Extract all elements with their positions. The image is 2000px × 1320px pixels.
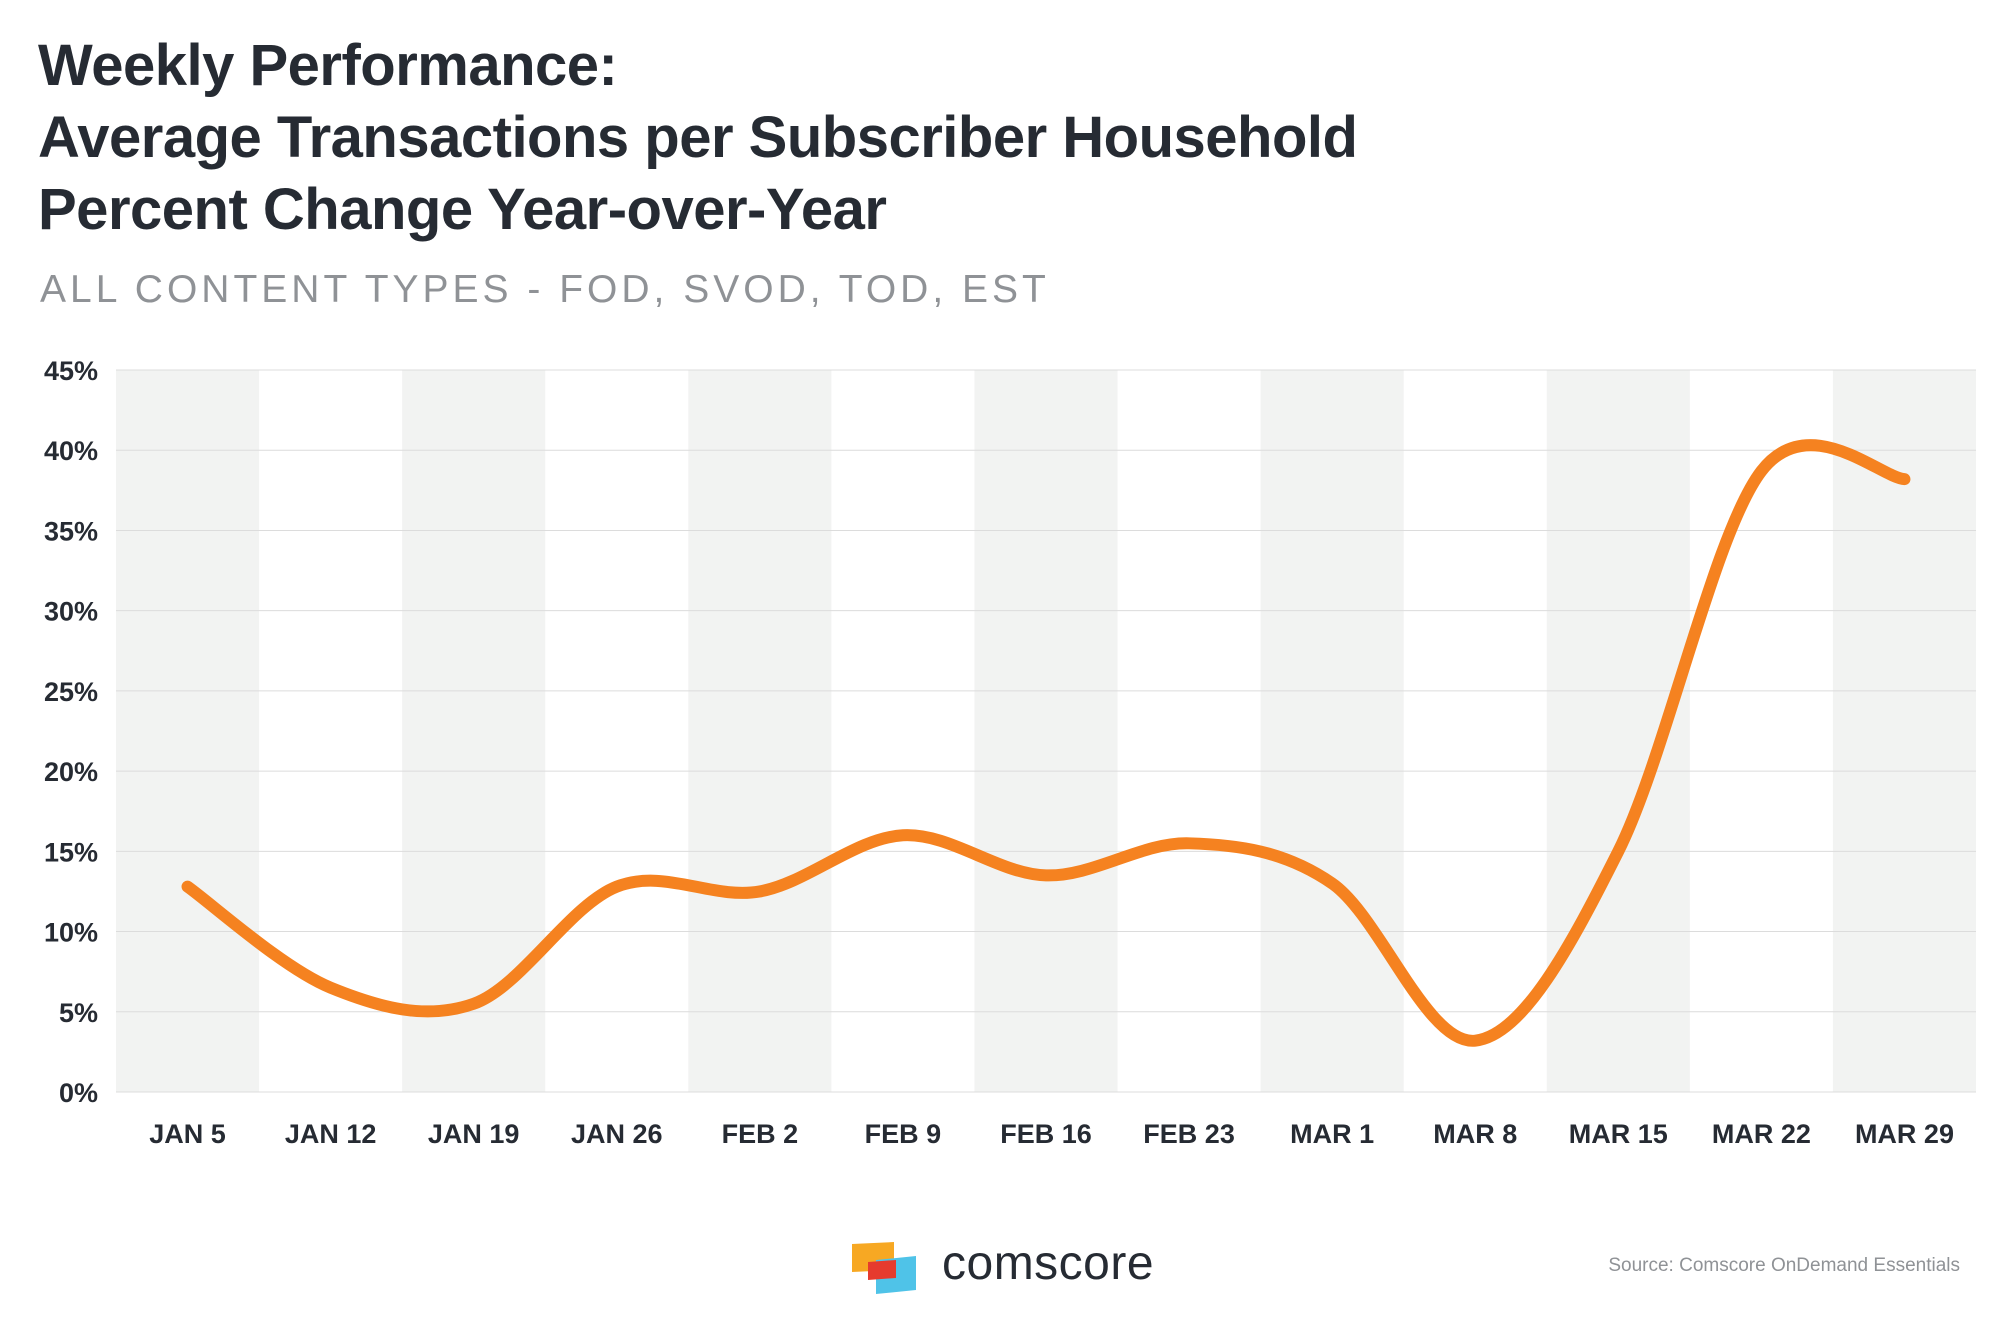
- chart-subtitle: ALL CONTENT TYPES - FOD, SVOD, TOD, EST: [40, 268, 1050, 311]
- column-band: [974, 370, 1118, 1092]
- y-tick-label: 30%: [44, 597, 98, 627]
- x-tick-label: JAN 19: [428, 1119, 520, 1149]
- y-tick-label: 40%: [44, 436, 98, 466]
- comscore-logo: comscore: [850, 1237, 1180, 1296]
- x-tick-label: FEB 9: [865, 1119, 942, 1149]
- column-bands: [116, 370, 1976, 1092]
- x-tick-label: JAN 12: [285, 1119, 377, 1149]
- x-tick-label: MAR 15: [1569, 1119, 1668, 1149]
- x-tick-label: MAR 8: [1433, 1119, 1517, 1149]
- chart-title: Weekly Performance: Average Transactions…: [38, 30, 1938, 246]
- column-band: [1260, 370, 1404, 1092]
- series-line: [181, 439, 1911, 1047]
- comscore-logo-text: comscore: [942, 1237, 1155, 1290]
- column-band: [116, 370, 260, 1092]
- x-axis: JAN 5 JAN 12 JAN 19 JAN 26 FEB 2 FEB 9 FEB 16 F…: [149, 1119, 1954, 1149]
- series-layer: [181, 439, 1911, 1047]
- y-tick-label: 10%: [44, 918, 98, 948]
- column-band: [402, 370, 546, 1092]
- chart-title-line-3: Percent Change Year-over-Year: [38, 177, 887, 242]
- x-tick-label: FEB 2: [722, 1119, 799, 1149]
- x-tick-label: MAR 22: [1712, 1119, 1811, 1149]
- y-tick-label: 0%: [59, 1078, 98, 1108]
- y-tick-label: 5%: [59, 998, 98, 1028]
- gridlines: [116, 369, 1976, 1093]
- y-tick-label: 25%: [44, 677, 98, 707]
- x-tick-label: FEB 16: [1000, 1119, 1092, 1149]
- y-tick-label: 20%: [44, 757, 98, 787]
- column-band: [688, 370, 832, 1092]
- x-tick-label: JAN 26: [571, 1119, 663, 1149]
- y-tick-label: 45%: [44, 356, 98, 386]
- x-tick-label: FEB 23: [1143, 1119, 1235, 1149]
- y-axis: 0% 5% 10% 15% 20% 25% 30% 35% 40% 45%: [44, 356, 98, 1108]
- x-tick-label: MAR 1: [1290, 1119, 1374, 1149]
- column-band: [1832, 370, 1976, 1092]
- y-tick-label: 35%: [44, 516, 98, 546]
- chart-title-line-2: Average Transactions per Subscriber Hous…: [38, 105, 1358, 170]
- source-note: Source: Comscore OnDemand Essentials: [1608, 1255, 1960, 1276]
- chart-title-line-1: Weekly Performance:: [38, 33, 618, 98]
- y-tick-label: 15%: [44, 837, 98, 867]
- x-tick-label: JAN 5: [149, 1119, 226, 1149]
- x-tick-label: MAR 29: [1855, 1119, 1954, 1149]
- comscore-logo-mark-icon: [852, 1242, 916, 1294]
